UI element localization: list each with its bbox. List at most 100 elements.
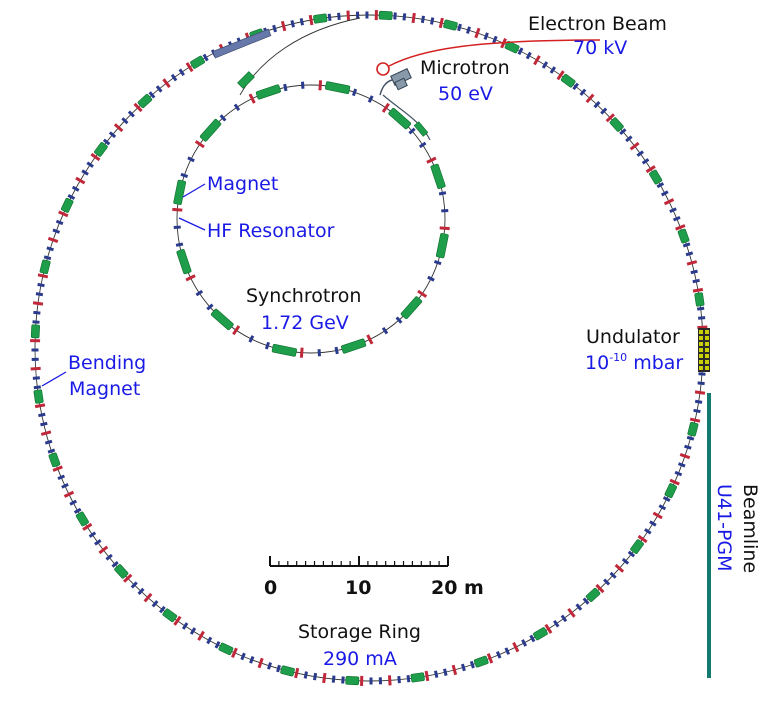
microtron-value: 50 eV xyxy=(438,83,493,105)
synchrotron-dipole-magnet xyxy=(430,163,446,189)
storage-ring-corrector xyxy=(556,70,565,81)
synchrotron-quadrupole xyxy=(367,95,374,103)
storage-ring-dipole-magnet xyxy=(48,452,61,468)
beamline-title: Beamline xyxy=(739,484,761,573)
storage-ring-corrector xyxy=(374,10,378,21)
storage-ring-corrector xyxy=(197,630,205,641)
storage-ring-dipole-magnet xyxy=(694,292,705,307)
storage-ring-quadrupole xyxy=(483,32,489,40)
storage-ring-quadrupole xyxy=(669,207,677,213)
storage-ring-corrector xyxy=(162,78,171,89)
storage-ring-quadrupole xyxy=(37,282,45,288)
storage-ring-quadrupole xyxy=(31,357,39,361)
storage-ring-corrector xyxy=(474,27,481,39)
synchrotron-quadrupole xyxy=(433,259,442,266)
microtron-body-2 xyxy=(394,77,408,91)
storage-ring-quadrupole xyxy=(443,668,448,676)
synchrotron-corrector xyxy=(439,226,450,231)
storage-ring-quadrupole xyxy=(406,675,411,683)
storage-ring-quadrupole xyxy=(159,605,166,614)
synchrotron-quadrupole xyxy=(175,242,184,247)
synchrotron-dipole-magnet xyxy=(400,296,423,320)
storage-ring-corrector xyxy=(34,403,46,409)
storage-ring-corrector xyxy=(257,657,264,669)
storage-ring-quadrupole xyxy=(170,73,178,82)
storage-ring-quadrupole xyxy=(603,578,611,586)
storage-ring-quadrupole xyxy=(40,421,48,427)
storage-ring-corrector xyxy=(90,152,101,162)
storage-ring-quadrupole xyxy=(121,117,129,125)
storage-ring-quadrupole xyxy=(67,194,76,200)
storage-ring-quadrupole xyxy=(690,269,698,275)
electron-beam-title: Electron Beam xyxy=(528,13,667,35)
undulator-pole xyxy=(699,336,703,340)
storage-ring-quadrupole xyxy=(420,15,425,24)
synchrotron-corrector xyxy=(318,80,323,91)
storage-ring-quadrupole xyxy=(644,528,652,535)
storage-ring-dipole-magnet xyxy=(162,608,178,623)
storage-ring-quadrupole xyxy=(337,12,341,20)
storage-ring-quadrupole xyxy=(43,255,52,261)
storage-ring-dipole-magnet xyxy=(609,117,624,132)
storage-ring-quadrupole xyxy=(327,13,332,21)
synchrotron-dipole-magnet xyxy=(210,308,234,331)
storage-ring-quadrupole xyxy=(402,13,407,21)
storage-ring-quadrupole xyxy=(137,587,145,595)
storage-ring-quadrupole xyxy=(73,507,82,514)
storage-ring-corrector xyxy=(322,672,327,684)
storage-ring-quadrupole xyxy=(393,12,397,20)
hf-resonator-leader xyxy=(178,217,206,231)
storage-ring-quadrupole xyxy=(433,670,439,678)
storage-ring-corrector xyxy=(113,123,124,133)
synchrotron-dipole-magnet xyxy=(325,81,351,95)
storage-ring-quadrupole xyxy=(694,399,703,404)
storage-ring-quadrupole xyxy=(88,531,97,538)
storage-ring-quadrupole xyxy=(649,520,657,527)
storage-ring-dipole-magnet xyxy=(190,55,205,69)
storage-ring-value: 290 mA xyxy=(323,648,397,670)
synchrotron-corrector xyxy=(194,140,205,149)
storage-ring-corrector xyxy=(47,236,59,243)
storage-ring-quadrupole xyxy=(682,242,691,248)
storage-ring-corrector xyxy=(629,141,640,151)
storage-ring-quadrupole xyxy=(697,381,705,386)
synchrotron-quadrupole xyxy=(219,114,227,122)
storage-ring-quadrupole xyxy=(466,26,471,34)
synchrotron-dipole-magnet xyxy=(341,338,367,354)
undulator-pole xyxy=(705,366,709,370)
synchrotron-quadrupole xyxy=(441,209,449,213)
storage-ring-quadrupole xyxy=(460,663,466,672)
storage-ring-dipole-magnet xyxy=(443,19,458,31)
synchrotron-corrector xyxy=(426,156,437,164)
storage-ring-quadrupole xyxy=(47,448,56,454)
undulator-pole xyxy=(699,366,703,370)
synchrotron-corrector xyxy=(417,289,428,298)
storage-ring-corrector xyxy=(585,93,595,104)
synchrotron-quadrupole xyxy=(206,303,214,311)
storage-ring-quadrupole xyxy=(521,639,528,647)
storage-ring-quadrupole xyxy=(619,128,627,136)
undulator-pole xyxy=(705,342,709,346)
storage-ring-corrector xyxy=(675,224,686,231)
storage-ring-quadrupole xyxy=(579,88,587,96)
storage-ring-quadrupole xyxy=(553,620,560,628)
electron-beam-source xyxy=(376,39,601,76)
storage-ring-corrector xyxy=(669,478,680,486)
storage-ring-dipole-magnet xyxy=(39,259,51,275)
injection-dipole xyxy=(413,121,429,137)
storage-ring-corrector xyxy=(567,607,576,618)
storage-ring-dipole-magnet xyxy=(533,627,548,641)
storage-ring-corrector xyxy=(637,534,648,544)
storage-ring-quadrupole xyxy=(469,660,475,669)
storage-ring-quadrupole xyxy=(677,462,686,468)
synchrotron-title: Synchrotron xyxy=(246,285,361,307)
storage-ring-corrector xyxy=(686,260,698,266)
storage-ring-corrector xyxy=(411,12,416,24)
undulator-pole xyxy=(705,348,709,352)
synchrotron-dipole-magnet xyxy=(271,343,297,357)
storage-ring-quadrupole xyxy=(355,11,360,19)
magnet-label: Magnet xyxy=(207,173,278,195)
storage-ring-quadrupole xyxy=(641,158,650,165)
storage-ring-quadrupole xyxy=(206,636,213,645)
storage-ring-quadrupole xyxy=(662,496,671,502)
